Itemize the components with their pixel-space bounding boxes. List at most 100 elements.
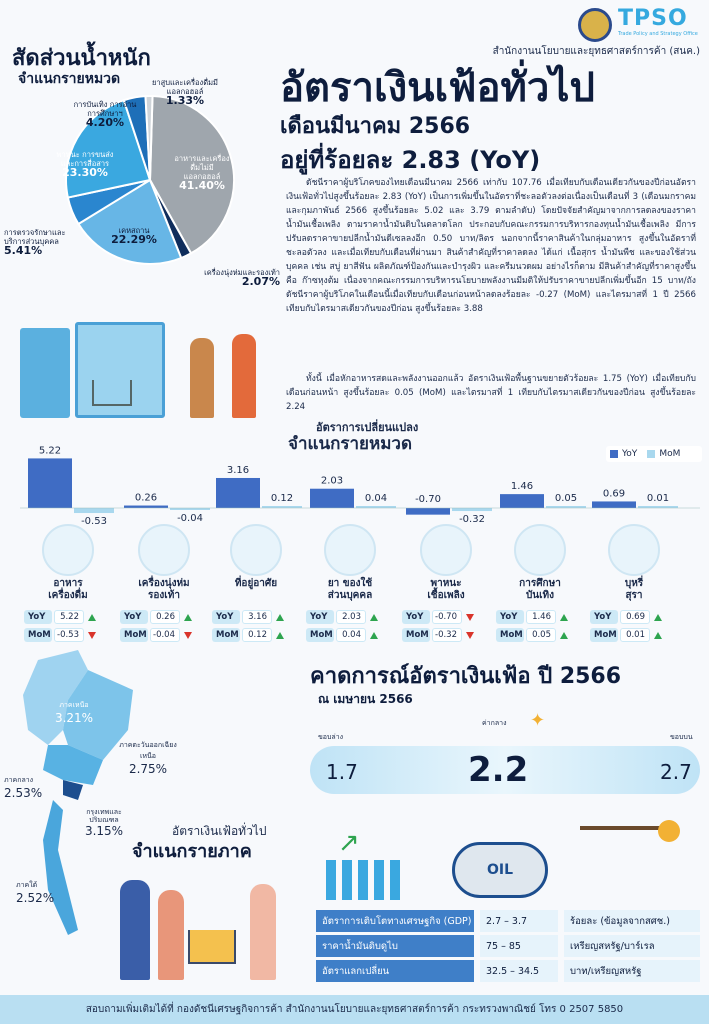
mom-value: -0.32: [432, 628, 462, 642]
category-label-line1: อาหาร: [53, 578, 83, 589]
footer: สอบถามเพิ่มเติมได้ที่ กองดัชนีเศรษฐกิจกา…: [0, 995, 709, 1024]
bar-yoy-label-6: 0.69: [603, 488, 625, 499]
body-paragraph-2: ทั้งนี้ เมื่อหักอาหารสดและพลังงานออกแล้ว…: [286, 374, 696, 412]
category-label-6: บุหรี่ สุรา: [590, 578, 678, 602]
pie-slice-2: [77, 178, 183, 265]
shopping-cart-icon: [188, 930, 236, 964]
thailand-map: [8, 650, 138, 940]
bar-yoy-label-1: 0.26: [135, 493, 157, 504]
region-title: อัตราเงินเฟ้อทั่วไป: [172, 824, 267, 838]
mom-value: 0.12: [242, 628, 272, 642]
shopper-man-icon: [190, 338, 214, 418]
legend-mom-label: MoM: [659, 449, 681, 459]
shopper-1-icon: [120, 880, 150, 980]
category-label-line1: ที่อยู่อาศัย: [234, 578, 278, 589]
mom-tag: MoM: [24, 628, 52, 642]
down-arrow-icon: [466, 614, 474, 621]
assumption-value: 75 – 85: [480, 935, 558, 957]
fridge-icon: [75, 322, 165, 418]
shelf-icon: [20, 328, 70, 418]
yoy-tag: YoY: [24, 610, 52, 624]
category-label-2: ที่อยู่อาศัย: [212, 578, 300, 590]
change-title: อัตราการเปลี่ยนแปลง: [316, 421, 419, 434]
region-north: ภาคเหนือ 3.21%: [54, 701, 94, 725]
house-icon: [230, 524, 282, 576]
bar-yoy-6: [592, 501, 636, 508]
category-label-5: การศึกษา บันเทิง: [496, 578, 584, 602]
down-arrow-icon: [466, 632, 474, 639]
bar-mom-label-1: -0.04: [177, 513, 203, 524]
forecast-mid-value: 2.2: [468, 750, 529, 790]
pie-slice-0: [148, 95, 235, 255]
change-bar-chart: 5.22 -0.53 0.26 -0.04 3.16 0.12 2.03 0.04 -0.70 -…: [20, 445, 700, 527]
up-arrow-icon: [184, 614, 192, 621]
mom-value: 0.01: [620, 628, 650, 642]
bar-mom-3: [356, 506, 396, 508]
yoy-tag: YoY: [590, 610, 618, 624]
pie-label-health: การตรวจรักษาและบริการส่วนบุคคล 5.41%: [4, 228, 66, 257]
assumption-name: ราคาน้ำมันดิบดูไบ: [316, 935, 474, 957]
bar-mom-label-3: 0.04: [365, 493, 387, 504]
cart-icon: [92, 380, 132, 406]
assumption-value: 2.7 – 3.7: [480, 910, 558, 932]
bar-yoy-label-2: 3.16: [227, 465, 249, 476]
sparkle-icon: ✦: [530, 710, 546, 731]
category-label-1: เครื่องนุ่งห่ม รองเท้า: [120, 578, 208, 602]
bar-mom-label-2: 0.12: [271, 493, 293, 504]
region-northeast: ภาคตะวันออกเฉียงเหนือ 2.75%: [119, 741, 177, 776]
yoy-value: 5.22: [54, 610, 84, 624]
up-arrow-icon: [88, 614, 96, 621]
forecast-asof: ณ เมษายน 2566: [318, 692, 413, 706]
assumption-name: อัตราการเติบโตทางเศรษฐกิจ (GDP): [316, 910, 474, 932]
category-label-0: อาหาร เครื่องดื่ม: [24, 578, 112, 602]
forecast-high-value: 2.7: [660, 760, 692, 784]
pie-label-housing: เคหสถาน 22.29%: [111, 226, 157, 246]
up-arrow-icon: [654, 632, 662, 639]
mom-tag: MoM: [496, 628, 524, 642]
forecast-band: [310, 746, 700, 794]
bar-mom-4: [452, 508, 492, 512]
bar-mom-label-4: -0.32: [459, 514, 485, 525]
mom-value: 0.04: [336, 628, 366, 642]
bar-yoy-5: [500, 494, 544, 508]
assumption-row: ราคาน้ำมันดิบดูไบ 75 – 85 เหรียญสหรัฐ/บาร์…: [316, 935, 700, 957]
category-label-3: ยา ของใช้ ส่วนบุคคล: [306, 578, 394, 602]
region-bangkok: กรุงเทพและปริมณฑล 3.15%: [84, 808, 124, 838]
economy-illustration: ↗ OIL: [318, 820, 698, 904]
category-label-line1: บุหรี่: [624, 578, 644, 589]
up-arrow-icon: [276, 632, 284, 639]
pie-label-tobacco: ยาสูบและเครื่องดื่มมีแอลกอฮอล์ 1.33%: [152, 78, 218, 107]
education-icon: [514, 524, 566, 576]
forecast-low-label: ขอบล่าง: [318, 733, 344, 741]
category-label-line1: เครื่องนุ่งห่ม: [138, 578, 190, 589]
pie-label-clothing: เครื่องนุ่งห่มและรองเท้า 2.07%: [204, 268, 280, 288]
clothing-icon: [138, 524, 190, 576]
growth-arrow-icon: ↗: [338, 828, 360, 858]
tpso-logo-sub: Trade Policy and Strategy Office: [618, 31, 698, 37]
mom-tag: MoM: [120, 628, 148, 642]
up-arrow-icon: [370, 614, 378, 621]
bar-yoy-label-4: -0.70: [415, 494, 441, 505]
bar-mom-6: [638, 506, 678, 508]
supermarket-illustration: [20, 318, 280, 428]
up-arrow-icon: [276, 614, 284, 621]
oil-label: OIL: [486, 862, 514, 878]
weights-pie-chart: [65, 95, 235, 265]
bar-yoy-1: [124, 505, 168, 508]
category-label-line2: เชื้อเพลิง: [427, 590, 465, 601]
category-label-line2: รองเท้า: [148, 590, 180, 601]
up-arrow-icon: [654, 614, 662, 621]
forecast-low-value: 1.7: [326, 760, 358, 784]
bar-yoy-0: [28, 458, 72, 508]
category-label-line2: เครื่องดื่ม: [48, 590, 88, 601]
category-label-line1: การศึกษา: [519, 578, 561, 589]
yoy-value: 3.16: [242, 610, 272, 624]
headline-month: เดือนมีนาคม 2566: [280, 114, 471, 139]
coin-icon: [658, 820, 680, 842]
shopper-2-icon: [158, 890, 184, 980]
weights-title: สัดส่วนน้ำหนัก: [12, 46, 151, 71]
mom-tag: MoM: [590, 628, 618, 642]
category-label-line2: สุรา: [625, 590, 643, 601]
shoppers-illustration: [110, 870, 310, 990]
tpso-logo: TPSO Trade Policy and Strategy Office: [618, 6, 700, 46]
